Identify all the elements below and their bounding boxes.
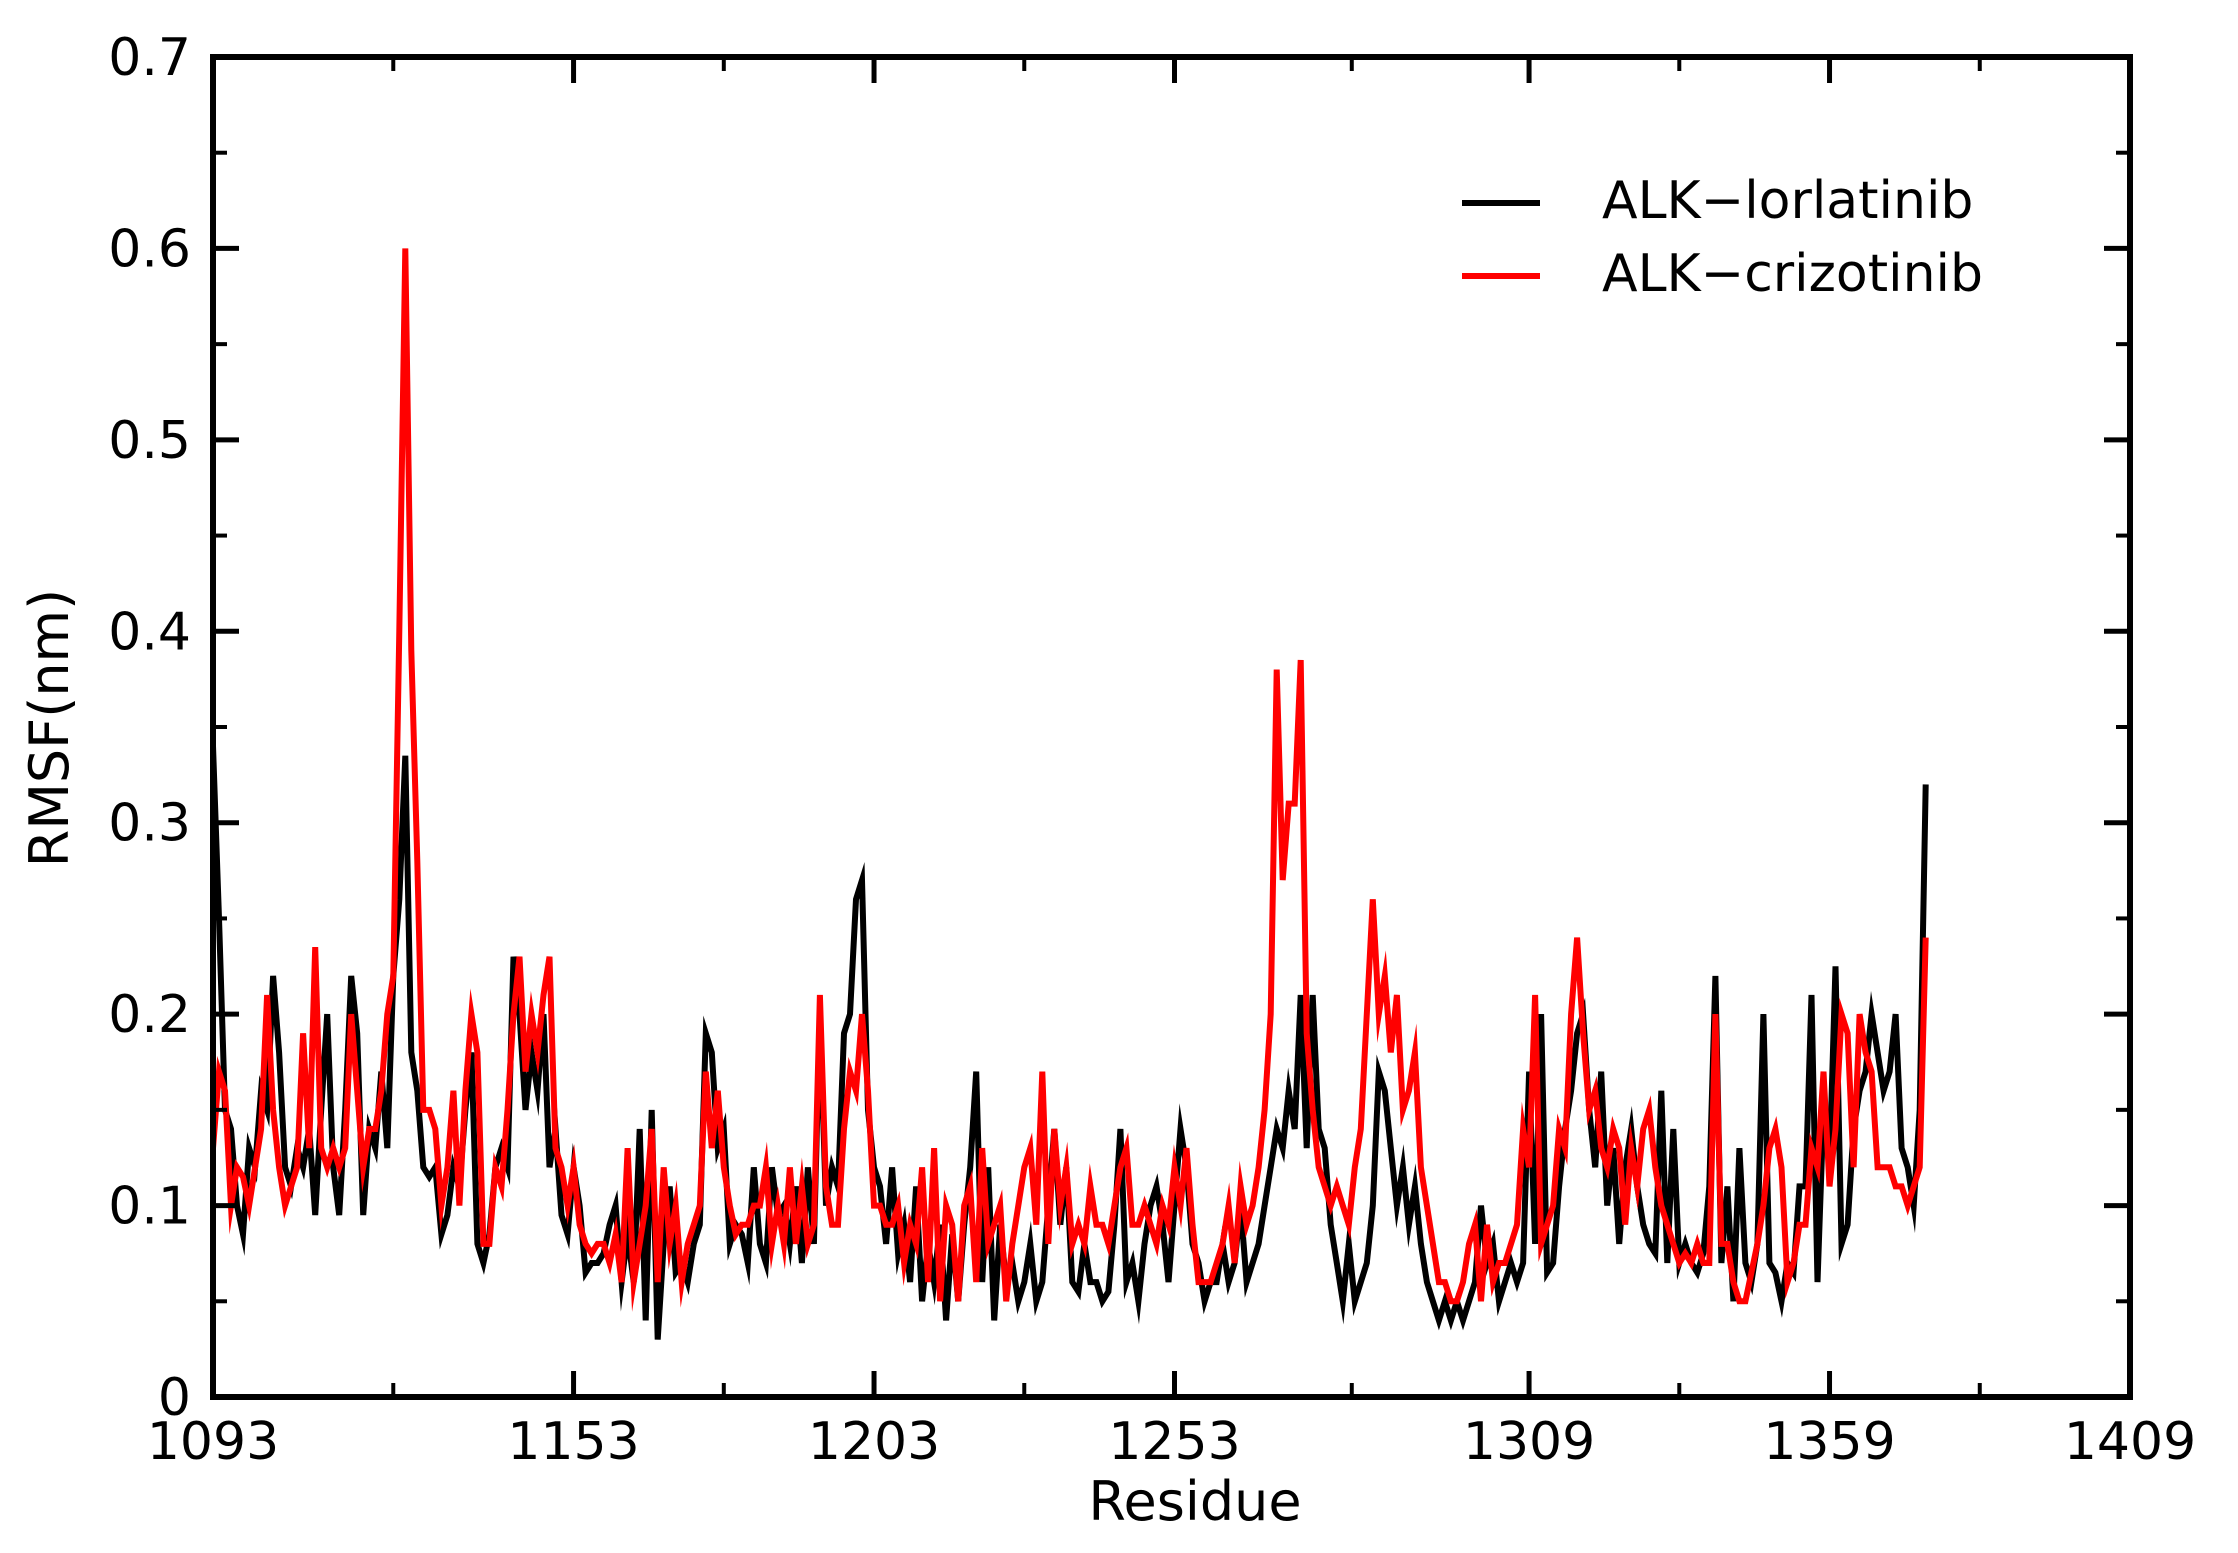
legend: ALK−lorlatinib ALK−crizotinib bbox=[1462, 171, 1983, 304]
legend-label-crizotinib: ALK−crizotinib bbox=[1602, 244, 1983, 304]
x-tick-label: 1153 bbox=[507, 1412, 639, 1472]
tick-layer: 1093 1153 1203 1253 1309 1359 1409 0 0.1 0.2 0.3 0.… bbox=[108, 28, 2196, 1472]
y-tick-label: 0 bbox=[158, 1368, 191, 1428]
x-tick-label: 1359 bbox=[1763, 1412, 1895, 1472]
x-axis-label: Residue bbox=[1088, 1470, 1301, 1533]
y-tick-label: 0.2 bbox=[108, 985, 191, 1045]
y-tick-label: 0.3 bbox=[108, 794, 191, 854]
series-layer bbox=[210, 248, 1929, 1340]
series-line-crizotinib bbox=[210, 248, 1929, 1312]
x-tick-label: 1253 bbox=[1108, 1412, 1240, 1472]
y-tick-label: 0.7 bbox=[108, 28, 191, 88]
legend-label-lorlatinib: ALK−lorlatinib bbox=[1602, 171, 1973, 231]
y-axis-label: RMSF(nm) bbox=[18, 589, 81, 867]
y-tick-label: 0.6 bbox=[108, 219, 191, 279]
y-tick-label: 0.1 bbox=[108, 1177, 191, 1237]
x-tick-label: 1409 bbox=[2064, 1412, 2196, 1472]
y-tick-label: 0.4 bbox=[108, 602, 191, 662]
x-tick-label: 1309 bbox=[1463, 1412, 1595, 1472]
x-tick-label: 1203 bbox=[808, 1412, 940, 1472]
x-tick-label: 1093 bbox=[147, 1412, 279, 1472]
y-tick-label: 0.5 bbox=[108, 411, 191, 471]
